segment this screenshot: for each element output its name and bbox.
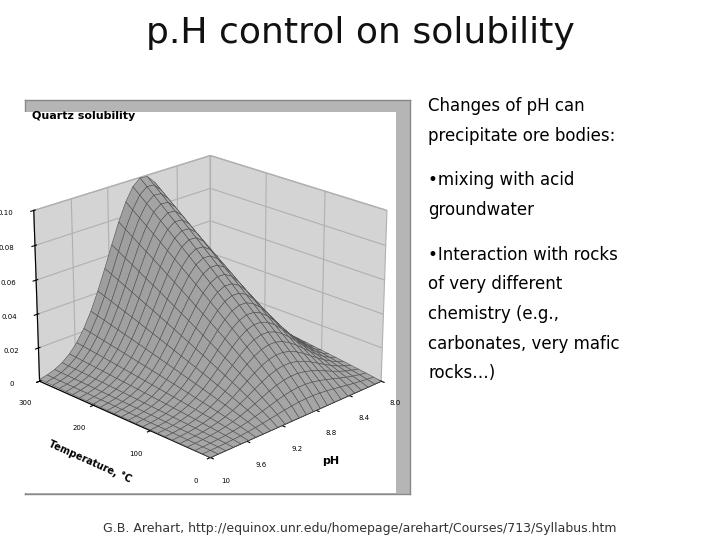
Text: Quartz solubility: Quartz solubility — [32, 111, 135, 121]
Text: p.H control on solubility: p.H control on solubility — [145, 16, 575, 50]
Text: Changes of pH can: Changes of pH can — [428, 97, 585, 115]
Text: rocks…): rocks…) — [428, 364, 495, 382]
Y-axis label: Temperature, °C: Temperature, °C — [47, 438, 132, 484]
Text: •Interaction with rocks: •Interaction with rocks — [428, 246, 618, 264]
Text: groundwater: groundwater — [428, 201, 534, 219]
Text: chemistry (e.g.,: chemistry (e.g., — [428, 305, 559, 323]
Text: •mixing with acid: •mixing with acid — [428, 172, 575, 190]
Text: of very different: of very different — [428, 275, 562, 293]
X-axis label: pH: pH — [323, 456, 340, 466]
Text: carbonates, very mafic: carbonates, very mafic — [428, 335, 620, 353]
Text: G.B. Arehart, http://equinox.unr.edu/homepage/arehart/Courses/713/Syllabus.htm: G.B. Arehart, http://equinox.unr.edu/hom… — [103, 522, 617, 535]
Text: precipitate ore bodies:: precipitate ore bodies: — [428, 127, 616, 145]
